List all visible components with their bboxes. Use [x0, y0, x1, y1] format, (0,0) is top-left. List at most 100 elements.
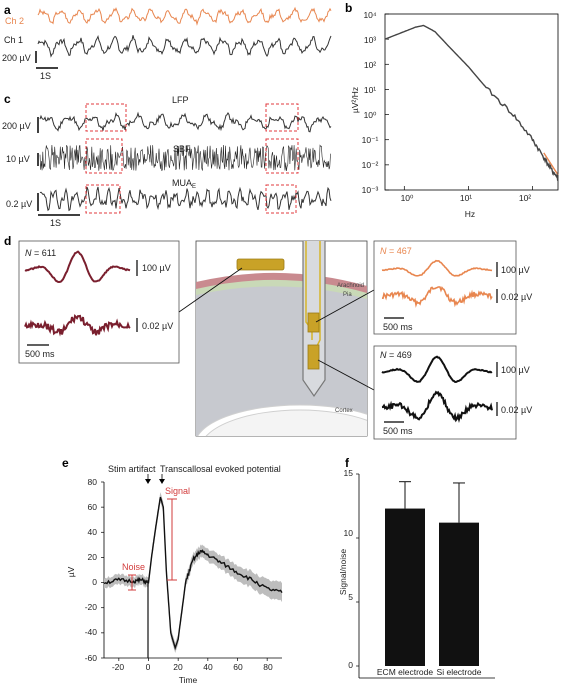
e-ytick-0: 80 — [88, 477, 98, 487]
e-ylabel: µV — [66, 566, 76, 577]
signal-label: Signal — [165, 486, 190, 496]
panel-a-vscale-label: 200 µV — [2, 53, 31, 63]
noise-label: Noise — [122, 562, 145, 572]
psd-ytick-0: 10⁴ — [363, 10, 376, 20]
highlight-box-mua-2 — [265, 184, 297, 214]
bottom-right-scale2-label: 0.02 µV — [501, 405, 532, 415]
f-ticks — [356, 473, 359, 667]
psd-axes-frame — [384, 13, 559, 191]
si-contact-upper — [307, 312, 320, 333]
psd-ytick-4: 10⁰ — [364, 110, 377, 120]
panel-e-label: e — [62, 456, 69, 470]
psd-xtick-0: 10⁰ — [401, 193, 414, 203]
bar-category-label-1: Si electrode — [437, 667, 482, 677]
panel-c-tscale-label: 1S — [50, 218, 61, 228]
psd-ytick-3: 10¹ — [364, 85, 376, 95]
bar-0 — [385, 508, 425, 666]
psd-ytick-5: 10⁻¹ — [362, 135, 379, 145]
e-xtick-3: 40 — [203, 662, 213, 672]
ch2-trace — [37, 6, 332, 26]
lfp-vscale-label: 200 µV — [2, 121, 31, 131]
bottom-right-n-label: N = 469 — [380, 350, 412, 360]
psd-ch2-line — [543, 152, 559, 176]
connector-left — [178, 267, 243, 313]
top-right-time-label: 500 ms — [383, 322, 413, 332]
f-ytick-3: 0 — [348, 660, 353, 670]
psd-xtick-2: 10² — [519, 193, 531, 203]
e-ytick-1: 60 — [88, 502, 98, 512]
snr-bar-chart: 15 10 5 0 Signal/noise ECM electrode Si e… — [338, 468, 495, 679]
bar-category-label-0: ECM electrode — [377, 667, 433, 677]
f-ytick-1: 10 — [344, 528, 354, 538]
connector-bottom-right — [317, 359, 375, 391]
top-right-scale2-label: 0.02 µV — [501, 292, 532, 302]
ch2-label: Ch 2 — [5, 16, 24, 26]
e-xtick-4: 60 — [233, 662, 243, 672]
sbf-label: SBF — [173, 144, 191, 154]
cortex-label: Cortex — [335, 408, 353, 414]
psd-xtick-1: 10¹ — [460, 193, 472, 203]
bottom-right-mean-waveform — [381, 355, 493, 384]
bottom-right-time-label: 500 ms — [383, 426, 413, 436]
psd-ylabel: µV²/Hz — [350, 87, 360, 113]
highlight-box-lfp-2 — [265, 103, 299, 132]
panel-d-label: d — [4, 234, 11, 248]
tep-label: Transcallosal evoked potential — [160, 464, 281, 474]
left-scale2-label: 0.02 µV — [142, 321, 173, 331]
highlight-box-lfp-1 — [85, 103, 127, 132]
left-scale1-label: 100 µV — [142, 263, 171, 273]
top-right-n-label: N = 467 — [380, 246, 412, 256]
arachnoid-label: Arachnoid — [337, 283, 364, 289]
si-contact-lower — [307, 344, 320, 370]
electrode-diagram: Arachnoid Pia Cortex — [195, 240, 368, 437]
panel-c-label: c — [4, 92, 11, 106]
e-ytick-4: 0 — [92, 577, 97, 587]
top-right-mua-waveform — [381, 286, 493, 308]
f-ytick-0: 15 — [344, 468, 354, 478]
left-waveform-box — [18, 240, 180, 364]
pia-label: Pia — [343, 292, 352, 298]
f-ytick-2: 5 — [348, 592, 353, 602]
mua-vscale-label: 0.2 µV — [6, 199, 32, 209]
evoked-mean-line — [103, 496, 283, 651]
e-ytick-5: -20 — [85, 602, 98, 612]
lfp-label: LFP — [172, 95, 189, 105]
mua-label: MUAE — [172, 178, 196, 190]
evoked-potential-plot: 80 60 40 20 0 -20 -40 -60 -20 0 20 40 60… — [66, 464, 283, 685]
psd-ytick-2: 10² — [364, 60, 376, 70]
top-right-mean-waveform — [381, 259, 493, 277]
f-ylabel: Signal/noise — [338, 549, 348, 596]
mua-trace — [39, 186, 332, 212]
left-time-label: 500 ms — [25, 349, 55, 359]
e-ytick-3: 20 — [88, 552, 98, 562]
e-ytick-2: 40 — [88, 527, 98, 537]
panel-b-label: b — [345, 1, 352, 15]
highlight-boxes — [85, 103, 299, 214]
highlight-box-sbf-1 — [85, 138, 123, 174]
connector-top-right — [315, 289, 375, 323]
e-xtick-1: 0 — [146, 662, 151, 672]
bottom-right-waveform-box — [373, 345, 517, 440]
lfp-trace — [39, 111, 332, 133]
highlight-box-mua-1 — [85, 184, 121, 214]
bar-1 — [439, 522, 479, 666]
psd-ytick-7: 10⁻³ — [362, 185, 379, 195]
f-bars: ECM electrode Si electrode — [377, 481, 482, 677]
e-xlabel: Time — [179, 675, 198, 685]
ch1-trace — [37, 34, 332, 58]
bottom-right-mua-waveform — [381, 390, 493, 423]
e-xtick-0: -20 — [112, 662, 125, 672]
evoked-sem-band — [104, 492, 282, 653]
highlight-box-sbf-2 — [265, 138, 299, 174]
panel-a-tscale-label: 1S — [40, 71, 51, 81]
e-xtick-5: 80 — [263, 662, 273, 672]
e-xtick-2: 20 — [173, 662, 183, 672]
left-mean-waveform — [24, 250, 131, 284]
e-ticks — [101, 481, 268, 661]
sbf-vscale-label: 10 µV — [6, 154, 30, 164]
left-n-label: N = 611 — [25, 248, 56, 258]
psd-xlabel: Hz — [465, 209, 475, 219]
tep-arrow-head — [159, 479, 165, 484]
psd-ticks — [385, 13, 533, 191]
